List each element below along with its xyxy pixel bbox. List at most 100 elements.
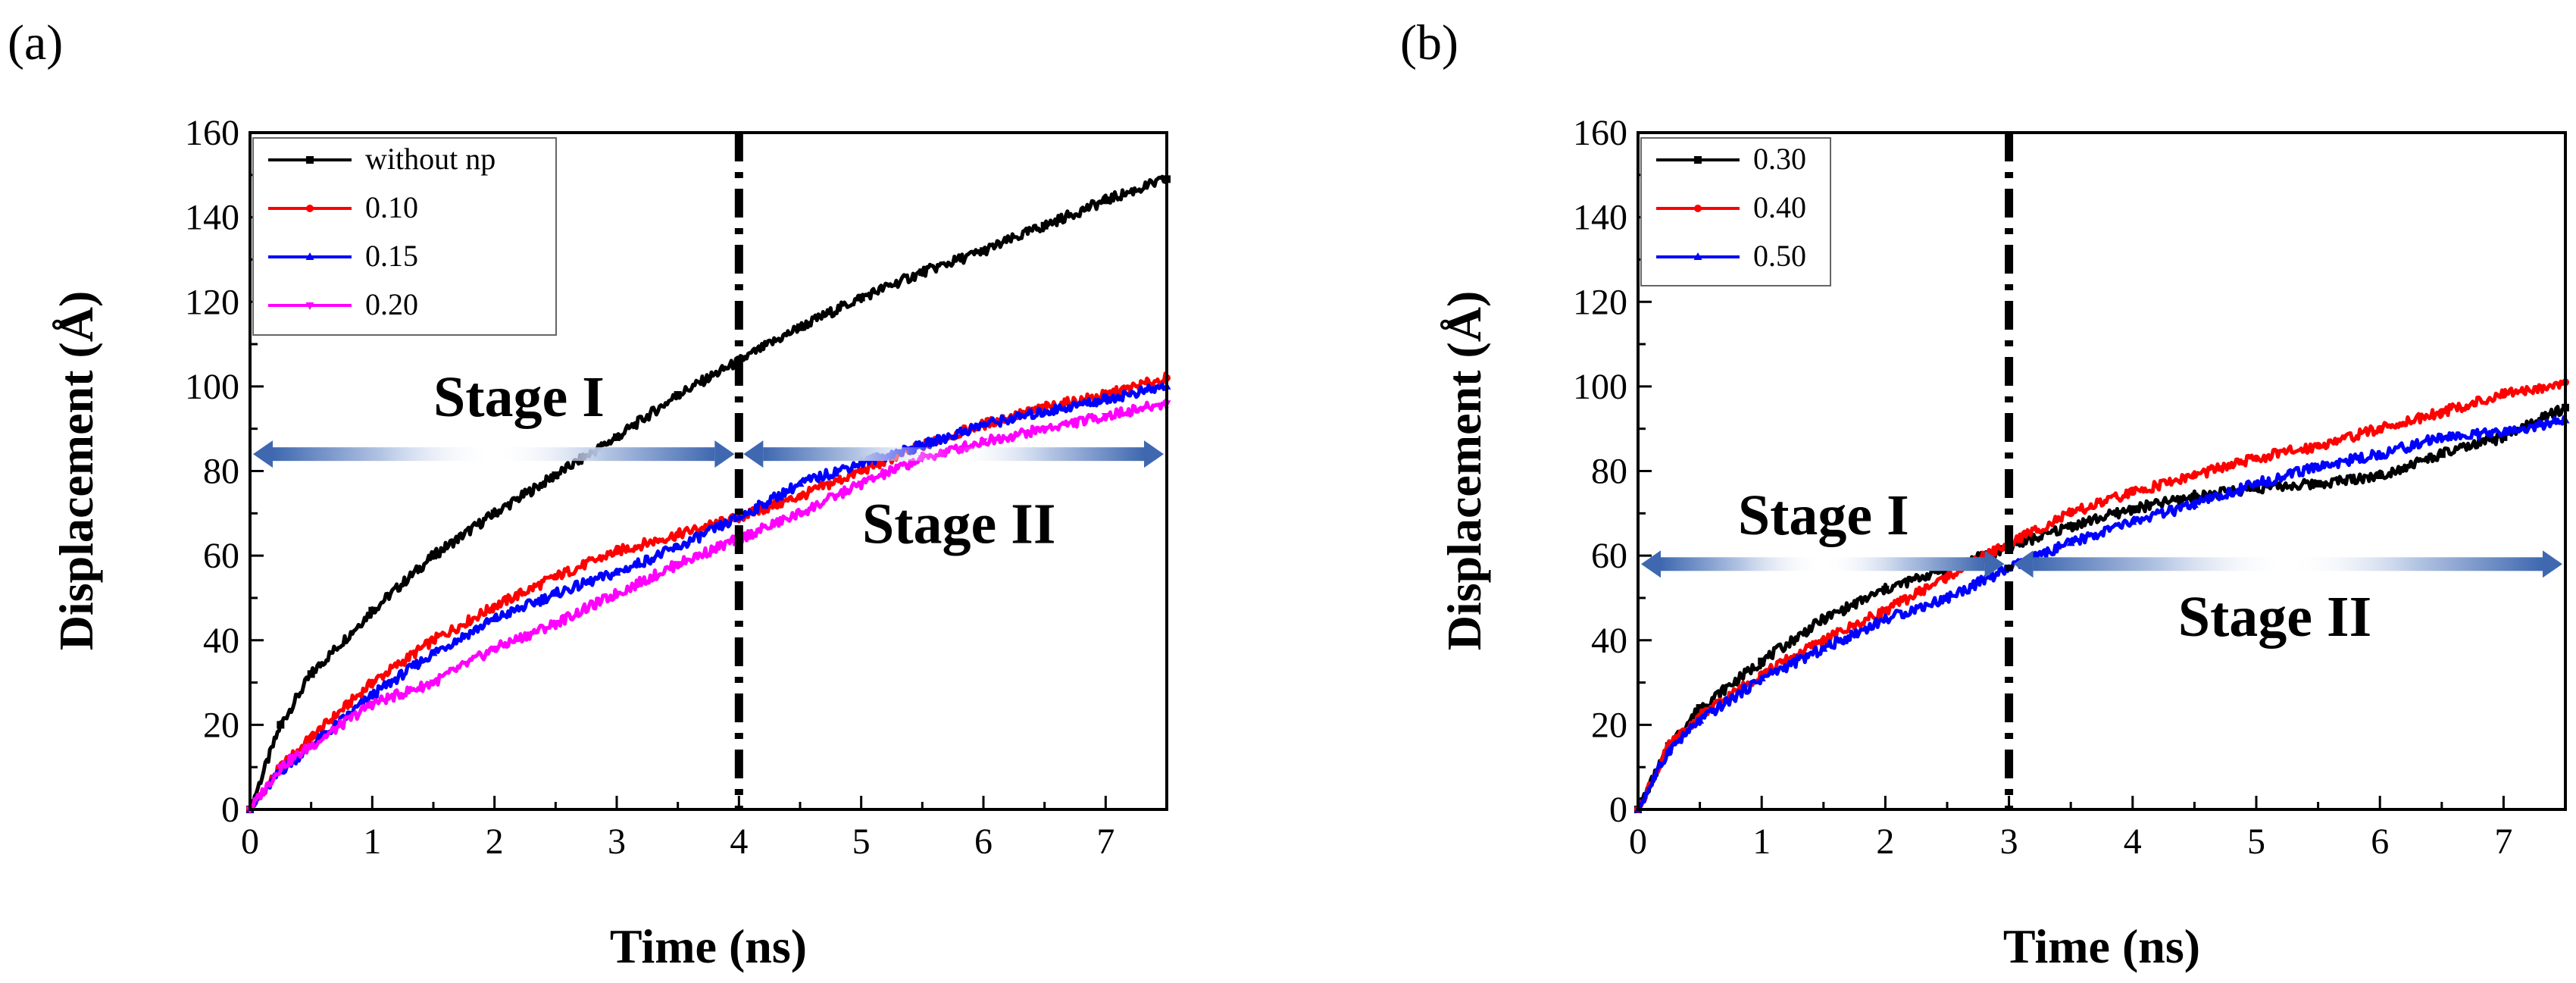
data-point xyxy=(1943,593,1952,601)
y-axis-title: Displacement (Å) xyxy=(1437,291,1491,651)
arrow-shaft xyxy=(273,447,494,462)
y-tick-label: 140 xyxy=(1573,198,1627,238)
arrow-head xyxy=(1144,440,1164,468)
y-tick-label: 40 xyxy=(1591,621,1627,661)
data-point xyxy=(2375,449,2384,458)
legend-marker xyxy=(1694,205,1702,212)
arrow-head xyxy=(1984,550,2005,578)
data-point xyxy=(2314,442,2322,450)
data-point xyxy=(1881,585,1890,593)
data-point xyxy=(430,636,437,644)
data-point xyxy=(2190,492,2199,500)
data-point xyxy=(552,573,560,581)
y-tick-label: 0 xyxy=(221,790,239,830)
data-point xyxy=(613,433,621,441)
data-point xyxy=(2190,500,2199,509)
data-point xyxy=(2190,471,2199,480)
legend-marker xyxy=(1693,252,1702,260)
y-tick-label: 0 xyxy=(1609,790,1627,830)
legend-marker xyxy=(305,302,314,310)
data-point xyxy=(796,492,804,500)
data-point xyxy=(277,721,285,729)
data-point xyxy=(551,620,560,628)
x-tick-label: 1 xyxy=(1752,822,1771,862)
data-point xyxy=(2067,509,2075,518)
x-tick-label: 7 xyxy=(2494,822,2512,862)
data-point xyxy=(1101,412,1110,421)
stage-2-label: Stage II xyxy=(862,492,1055,556)
data-point xyxy=(1757,673,1766,681)
data-point xyxy=(307,670,315,678)
data-point xyxy=(734,512,743,521)
arrow-shaft xyxy=(763,447,954,462)
arrow-head xyxy=(253,440,273,468)
legend-label: 0.10 xyxy=(365,190,418,224)
data-point xyxy=(430,552,437,560)
legend-box xyxy=(1640,137,1831,286)
data-point xyxy=(1102,196,1110,205)
x-tick-label: 4 xyxy=(730,822,748,862)
panel-a: (a) Stage I Stage II 0 1 2 3 4 5 6 7 0 20 40 60 80 100… xyxy=(8,15,1171,973)
legend: 0.30 0.40 0.50 xyxy=(1640,137,1831,286)
x-axis-title: Time (ns) xyxy=(2003,919,2200,973)
data-point xyxy=(857,293,865,302)
data-point xyxy=(2437,450,2446,459)
data-point xyxy=(1696,715,1705,724)
data-point xyxy=(674,391,682,399)
arrow-shaft xyxy=(953,447,1144,462)
data-point xyxy=(2128,505,2137,513)
data-point xyxy=(490,645,499,653)
x-tick-label: 2 xyxy=(486,822,504,862)
data-point xyxy=(2437,408,2446,416)
data-point xyxy=(979,438,988,446)
series-line-0.20 xyxy=(249,399,1169,811)
legend-label: without np xyxy=(365,142,496,176)
data-point xyxy=(2128,488,2137,496)
panel-b: (b) Stage I Stage II 0 1 2 3 4 5 6 7 0 20 40 60 80 100… xyxy=(1400,15,2570,973)
data-point xyxy=(796,323,804,331)
panel-a-label: (a) xyxy=(8,15,63,70)
data-point xyxy=(857,467,865,475)
data-point xyxy=(857,458,866,466)
y-tick-label: 100 xyxy=(185,367,239,407)
legend-marker xyxy=(1694,156,1702,164)
data-point xyxy=(2314,462,2323,470)
data-point xyxy=(307,743,316,751)
data-point xyxy=(918,268,927,277)
data-point xyxy=(857,481,866,489)
x-tick-label: 4 xyxy=(2124,822,2142,862)
stage-2-label: Stage II xyxy=(2178,585,2371,649)
x-tick-label: 7 xyxy=(1096,822,1114,862)
arrow-head xyxy=(1641,550,1661,578)
data-point xyxy=(2128,517,2137,525)
data-point xyxy=(2066,538,2075,546)
data-point xyxy=(979,420,988,428)
y-tick-label: 80 xyxy=(1591,452,1627,492)
data-point xyxy=(551,589,560,597)
x-tick-label: 0 xyxy=(1629,822,1647,862)
legend: without np 0.10 0.15 0.20 xyxy=(252,137,557,336)
data-point xyxy=(552,471,560,480)
data-point xyxy=(1040,221,1049,230)
data-point xyxy=(612,590,621,599)
stage-2-arrow xyxy=(743,440,1164,468)
legend-marker xyxy=(305,252,314,260)
data-point xyxy=(796,479,805,487)
data-point xyxy=(918,441,927,449)
y-tick-label: 140 xyxy=(185,198,239,238)
arrow-head xyxy=(2013,550,2034,578)
data-point xyxy=(1040,407,1049,415)
data-point xyxy=(2376,471,2384,480)
x-tick-label: 1 xyxy=(363,822,381,862)
data-point xyxy=(674,531,682,539)
arrow-shaft xyxy=(2033,557,2288,571)
y-axis-title: Displacement (Å) xyxy=(49,291,103,651)
data-point xyxy=(1880,614,1890,622)
x-tick-label: 5 xyxy=(2247,822,2265,862)
data-point xyxy=(367,690,377,699)
series-line-0.30 xyxy=(1637,405,2568,812)
data-point xyxy=(613,547,621,556)
series-line-0.10 xyxy=(248,371,1168,810)
x-tick-label: 2 xyxy=(1876,822,1894,862)
data-point xyxy=(1819,643,1828,652)
